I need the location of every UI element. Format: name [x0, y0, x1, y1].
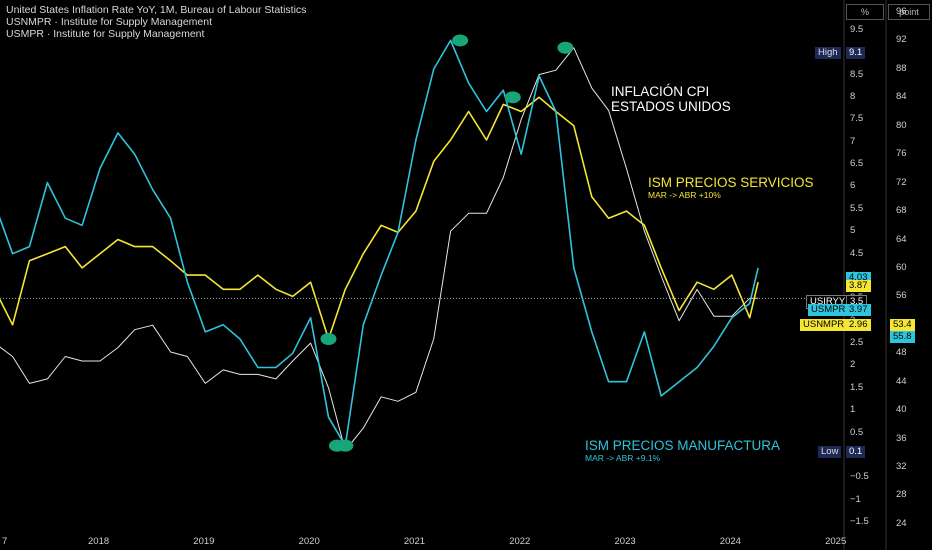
legend-usmpr[interactable]: USMPR · Institute for Supply Management	[6, 28, 205, 40]
right-axis-tick: 92	[896, 34, 907, 46]
right-axis-tick: 44	[896, 375, 907, 387]
low-value-badge: 0.1	[846, 446, 866, 458]
yellow-last-value-tag: 3.87	[846, 280, 871, 292]
left-axis-tick: 9.5	[850, 23, 864, 35]
peak-marker-0	[452, 34, 469, 47]
right-axis-tick: 64	[896, 233, 907, 245]
low-label-badge: Low	[818, 446, 842, 458]
series-layer	[0, 39, 759, 451]
right-axis-tick: 24	[896, 517, 907, 529]
right-axis-tick: 48	[896, 347, 907, 359]
left-axis-tick: 1	[850, 404, 856, 416]
cpi-annotation-line2: ESTADOS UNIDOS	[611, 99, 731, 114]
right-axis-tick: 76	[896, 148, 907, 160]
peak-marker-2	[337, 439, 354, 452]
left-axis-tick: 6.5	[850, 158, 864, 170]
right-axis-tick: 84	[896, 91, 907, 103]
x-axis-tick: 2020	[298, 536, 320, 547]
manufacturing-annotation-sub: MAR -> ABR +9.1%	[585, 453, 661, 463]
x-axis-tick: 2022	[509, 536, 531, 547]
left-unit-button[interactable]: %	[846, 4, 884, 20]
usnmpr-value-badge: 2.96	[846, 319, 871, 331]
x-axis-tick: 2021	[403, 536, 426, 547]
manufacturing-annotation-title: ISM PRECIOS MANUFACTURA	[585, 438, 781, 453]
high-value-badge: 9.1	[846, 47, 866, 59]
right-axis-tick: 60	[896, 261, 907, 273]
services-annotation-title: ISM PRECIOS SERVICIOS	[648, 175, 814, 190]
usmpr-right-badge: 55.8	[890, 331, 915, 343]
left-axis-tick: 2	[850, 359, 856, 371]
left-axis-tick: 0.5	[850, 426, 864, 438]
cpi-annotation-line1: INFLACIÓN CPI	[611, 84, 710, 99]
usnmpr-right-badge: 53.4	[890, 319, 915, 331]
legend-cpi[interactable]: United States Inflation Rate YoY, 1M, Bu…	[6, 4, 307, 16]
left-axis-tick: 6	[850, 180, 856, 192]
peak-marker-5	[557, 41, 574, 54]
left-axis-tick: 1.5	[850, 381, 864, 393]
services-annotation-sub: MAR -> ABR +10%	[648, 190, 721, 200]
series-line-usnmpr[interactable]	[0, 96, 759, 340]
left-axis-tick: −1.5	[850, 516, 869, 528]
x-axis-tick: 2019	[193, 536, 215, 547]
right-axis-tick: 96	[896, 6, 907, 17]
peak-marker-3	[320, 333, 337, 346]
left-axis-tick: 7	[850, 135, 856, 147]
right-axis-tick: 36	[896, 432, 907, 444]
x-axis-tick: 7	[2, 536, 8, 547]
usmpr-label-badge: USMPR	[808, 304, 849, 316]
left-axis-tick: 2.5	[850, 337, 864, 349]
left-axis-tick: 7.5	[850, 113, 864, 125]
right-unit-button[interactable]: point	[888, 4, 930, 20]
right-axis-tick: 28	[896, 489, 907, 501]
series-legend: United States Inflation Rate YoY, 1M, Bu…	[6, 4, 306, 40]
right-axis-tick: 88	[896, 62, 907, 74]
right-axis-tick: 32	[896, 461, 907, 472]
left-axis-tick: 5.5	[850, 202, 864, 214]
right-axis-tick: 80	[896, 119, 907, 131]
left-axis-tick: −0.5	[850, 471, 869, 483]
left-axis-tick: 4.5	[850, 247, 864, 259]
services-annotation: ISM PRECIOS SERVICIOS MAR -> ABR +10%	[648, 175, 814, 200]
high-label-badge: High	[815, 47, 841, 59]
series-line-usmpr[interactable]	[0, 39, 759, 447]
left-axis-tick: 8	[850, 91, 856, 102]
peak-marker-4	[504, 91, 521, 104]
right-axis-tick: 40	[896, 404, 907, 416]
x-axis-tick: 2024	[719, 536, 741, 547]
series-line-cpi[interactable]	[0, 47, 759, 451]
x-axis-tick: 2023	[614, 536, 636, 547]
left-axis-tick: −1	[850, 493, 861, 505]
cpi-annotation: INFLACIÓN CPI ESTADOS UNIDOS	[611, 84, 731, 114]
right-axis-tick: 68	[896, 205, 907, 217]
manufacturing-annotation: ISM PRECIOS MANUFACTURA MAR -> ABR +9.1%	[585, 438, 780, 463]
usnmpr-label-badge: USNMPR	[800, 319, 848, 331]
legend-usnmpr[interactable]: USNMPR · Institute for Supply Management	[6, 16, 213, 28]
x-axis-tick: 2025	[825, 536, 847, 547]
right-axis-tick: 72	[896, 176, 907, 188]
marker-layer	[320, 34, 574, 452]
right-axis-tick: 56	[896, 290, 907, 302]
left-axis-tick: 8.5	[850, 68, 864, 80]
usmpr-value-badge: 3.97	[846, 304, 871, 316]
x-axis-tick: 2018	[88, 536, 110, 547]
left-axis-tick: 5	[850, 225, 856, 237]
